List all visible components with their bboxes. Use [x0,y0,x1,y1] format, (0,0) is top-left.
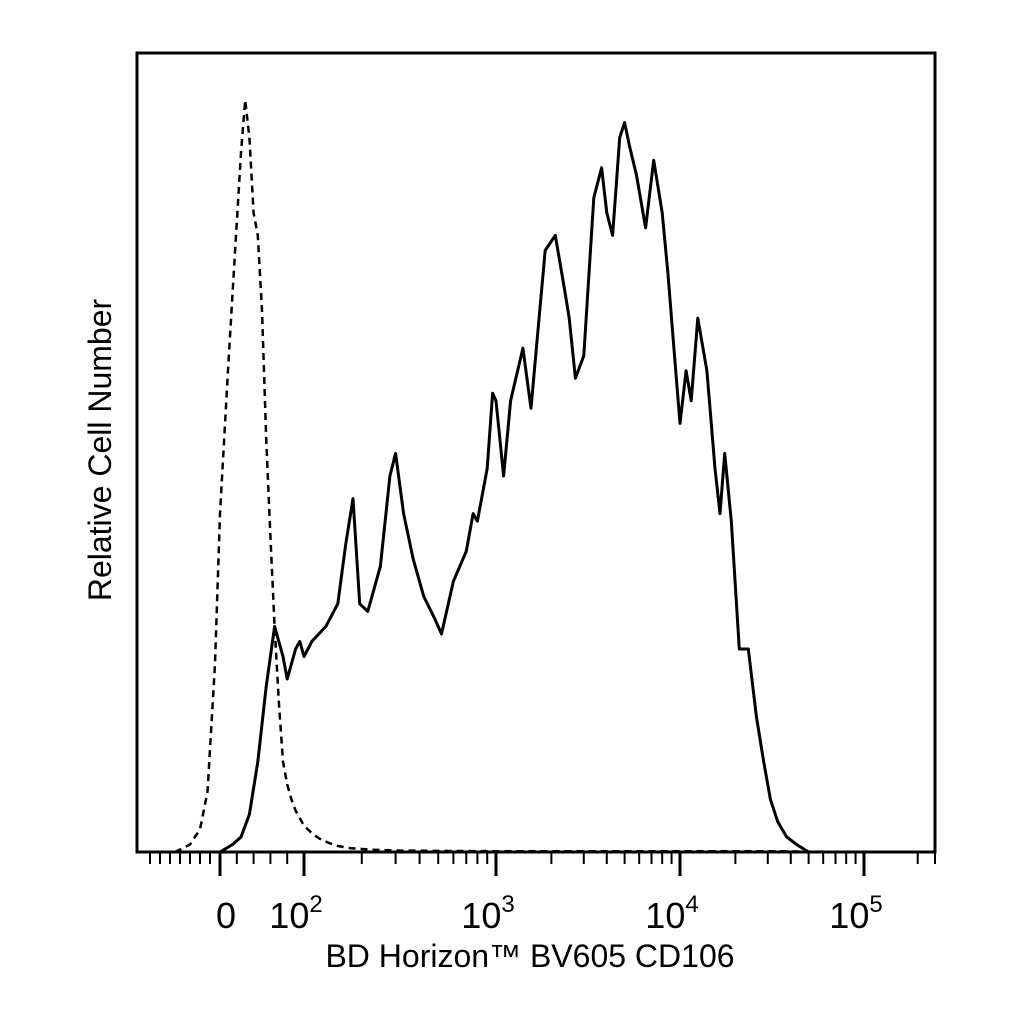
x-tick-labels: 0 102 103 104 105 [216,891,883,936]
x-major-ticks [218,852,866,876]
x-tick-label: 105 [829,891,882,936]
x-tick-label: 0 [216,895,236,936]
x-tick-label: 104 [645,891,698,936]
plot-frame [135,51,937,854]
stained-histogram-line [219,121,838,854]
x-minor-ticks [149,852,936,864]
x-axis-title: BD Horizon™ BV605 CD106 [325,938,734,974]
y-axis-title: Relative Cell Number [82,298,118,601]
control-histogram-line [174,98,865,854]
x-tick-label: 103 [461,891,514,936]
x-tick-label: 102 [269,891,322,936]
histogram-series [174,98,865,854]
